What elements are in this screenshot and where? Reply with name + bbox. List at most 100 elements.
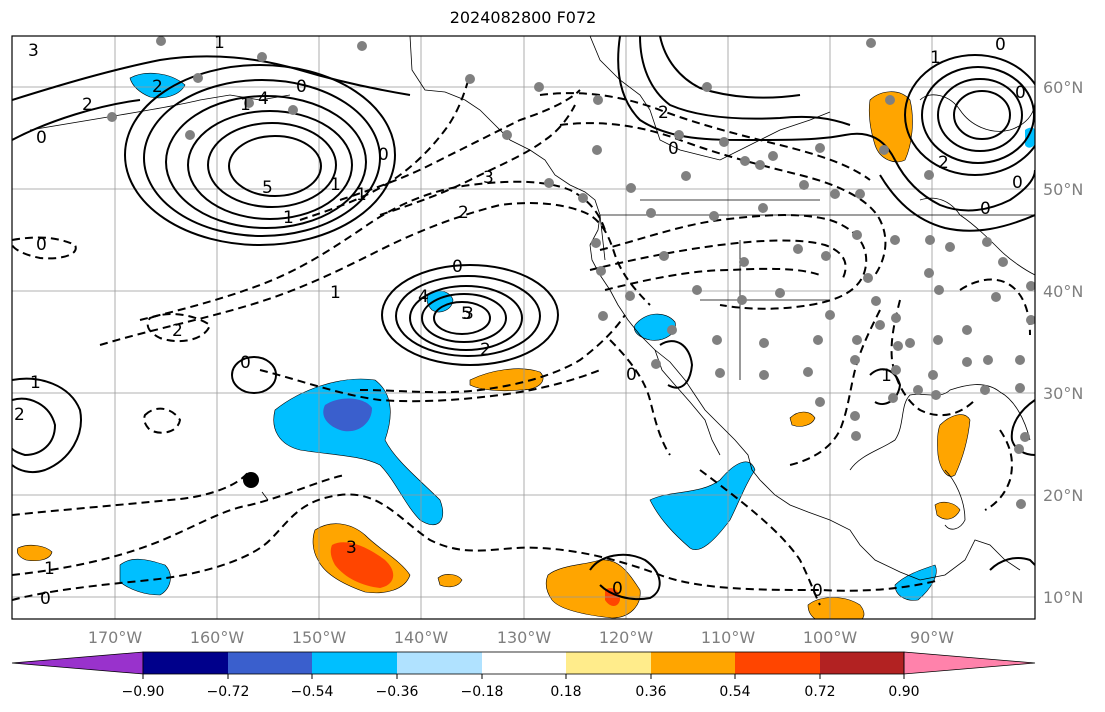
colorbar-segment xyxy=(312,652,397,674)
lon-label: 150°W xyxy=(292,628,347,647)
contour-label: 3 xyxy=(463,304,474,324)
colorbar-tick-label: 0.90 xyxy=(888,684,919,700)
positive-anomaly-area xyxy=(789,411,816,427)
contour-label: 2 xyxy=(938,153,949,173)
contour-label: 0 xyxy=(40,589,51,609)
colorbar-segment xyxy=(566,652,651,674)
contour-label: 0 xyxy=(36,235,47,255)
contour-label: 0 xyxy=(612,579,623,599)
contour-label: 0 xyxy=(240,353,251,373)
map-background xyxy=(12,36,1035,619)
lon-label: 120°W xyxy=(599,628,654,647)
colorbar-tick-label: 0.36 xyxy=(635,684,666,700)
contour-label: 1 xyxy=(30,373,41,393)
positive-anomaly-area xyxy=(868,91,913,163)
contour-label: 5 xyxy=(262,178,273,198)
contour-label: 2 xyxy=(658,103,669,123)
negative-anomaly-area xyxy=(323,398,372,432)
lat-label: 20°N xyxy=(1043,486,1083,505)
contour-label: 3 xyxy=(483,168,494,188)
lat-label: 10°N xyxy=(1043,588,1083,607)
colorbar-tick-label: 0.72 xyxy=(804,684,835,700)
lon-label: 170°W xyxy=(88,628,143,647)
contour-label: 0 xyxy=(296,77,307,97)
contour-label: 3 xyxy=(28,41,39,61)
contour-label: 0 xyxy=(668,139,679,159)
contour-label: 1 xyxy=(881,366,892,386)
contour-label: 1 xyxy=(930,48,941,68)
contour-label: 2 xyxy=(172,321,183,341)
hawaii-marker xyxy=(243,472,259,488)
contour-label: 4 xyxy=(418,287,429,307)
colorbar-segment xyxy=(228,652,312,674)
negative-anomaly-area xyxy=(119,558,171,596)
colorbar-tick-label: −0.36 xyxy=(376,684,419,700)
lon-label: 90°W xyxy=(910,628,954,647)
colorbar-frame xyxy=(142,651,905,675)
negative-anomaly-area xyxy=(634,313,676,341)
positive-anomaly-area xyxy=(469,368,544,392)
contour-label: 2 xyxy=(82,95,93,115)
contour-label: 2 xyxy=(152,77,163,97)
contour-label: 5 xyxy=(461,304,472,324)
contour-label: 0 xyxy=(812,581,823,601)
lon-label: 110°W xyxy=(701,628,756,647)
colorbar-segment xyxy=(903,651,1036,675)
positive-anomaly-area xyxy=(16,544,53,562)
contour-label: 0 xyxy=(36,128,47,148)
longitude-axis: 170°W 160°W 150°W 140°W 130°W 120°W 110°… xyxy=(88,628,954,647)
contour-label: 1 xyxy=(330,175,341,195)
contour-label: 0 xyxy=(1012,173,1023,193)
contour-label: 2 xyxy=(458,203,469,223)
negative-anomaly-area xyxy=(649,461,756,550)
contour-label: 1 xyxy=(44,559,55,579)
contour-label: 2 xyxy=(480,340,491,360)
colorbar-tick-label: −0.18 xyxy=(461,684,504,700)
latitude-axis: 60°N 50°N 40°N 30°N 20°N 10°N xyxy=(1043,78,1083,607)
colorbar-segment xyxy=(143,652,228,674)
negative-anomaly-area xyxy=(1025,127,1035,148)
contour-label: 0 xyxy=(980,199,991,219)
contour-label: 1 xyxy=(283,208,294,228)
lat-label: 50°N xyxy=(1043,180,1083,199)
contour-labels: 1 2 0 4 3 2 1 0 5 1 1 1 0 3 2 0 2 1 0 4 … xyxy=(14,33,1026,609)
contour-label: 0 xyxy=(452,257,463,277)
contour-label: 1 xyxy=(240,95,251,115)
contour-label: 1 xyxy=(356,185,367,205)
lon-label: 100°W xyxy=(803,628,858,647)
positive-anomaly-area xyxy=(330,542,394,588)
colorbar-segment xyxy=(397,652,482,674)
map-title: 2024082800 F072 xyxy=(449,8,597,27)
dashed-contours xyxy=(12,74,1031,606)
colorbar-tick-label: 0.54 xyxy=(719,684,750,700)
contour-label: 0 xyxy=(626,365,637,385)
station-dots xyxy=(107,36,1035,509)
colorbar-tick-label: −0.54 xyxy=(291,684,334,700)
lat-label: 30°N xyxy=(1043,384,1083,403)
colorbar-segment xyxy=(820,652,904,674)
negative-anomaly-area xyxy=(129,72,186,99)
contour-label: 4 xyxy=(258,89,269,109)
colorbar-segment xyxy=(651,652,735,674)
colorbar-segment xyxy=(482,652,566,674)
colorbar-tick-label: 0.18 xyxy=(550,684,581,700)
contour-label: 1 xyxy=(214,33,225,53)
contour-label: 1 xyxy=(330,283,341,303)
colorbar: −0.90 −0.72 −0.54 −0.36 −0.18 0.18 0.36 … xyxy=(11,651,1036,700)
contour-label: 0 xyxy=(995,35,1006,55)
colorbar-tick-label: −0.72 xyxy=(207,684,250,700)
positive-anomaly-area xyxy=(934,501,961,520)
lon-label: 130°W xyxy=(497,628,552,647)
coastlines xyxy=(29,36,1035,581)
positive-anomaly-area xyxy=(437,574,463,588)
lon-label: 140°W xyxy=(394,628,449,647)
colorbar-segment xyxy=(11,651,144,675)
colorbar-tick-label: −0.90 xyxy=(122,684,165,700)
lat-label: 60°N xyxy=(1043,78,1083,97)
contour-label: 3 xyxy=(346,538,357,558)
contour-label: 0 xyxy=(1015,83,1026,103)
colorbar-segment xyxy=(735,652,820,674)
map-frame xyxy=(11,35,1036,620)
positive-anomaly-area xyxy=(937,414,971,477)
